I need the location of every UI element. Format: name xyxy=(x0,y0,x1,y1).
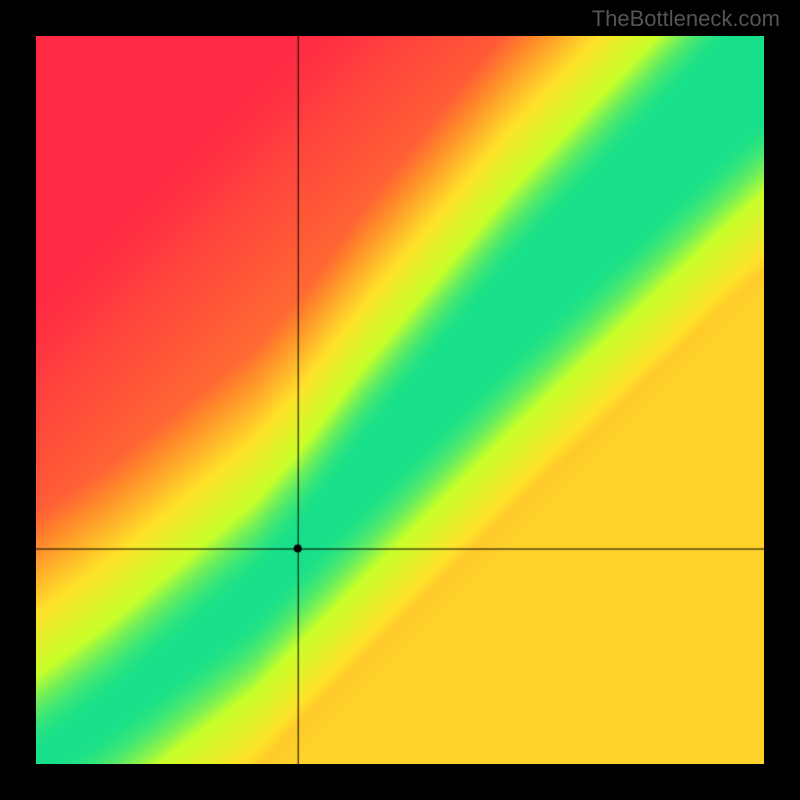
watermark-text: TheBottleneck.com xyxy=(592,6,780,32)
chart-container: TheBottleneck.com xyxy=(0,0,800,800)
heatmap-canvas xyxy=(36,36,764,764)
